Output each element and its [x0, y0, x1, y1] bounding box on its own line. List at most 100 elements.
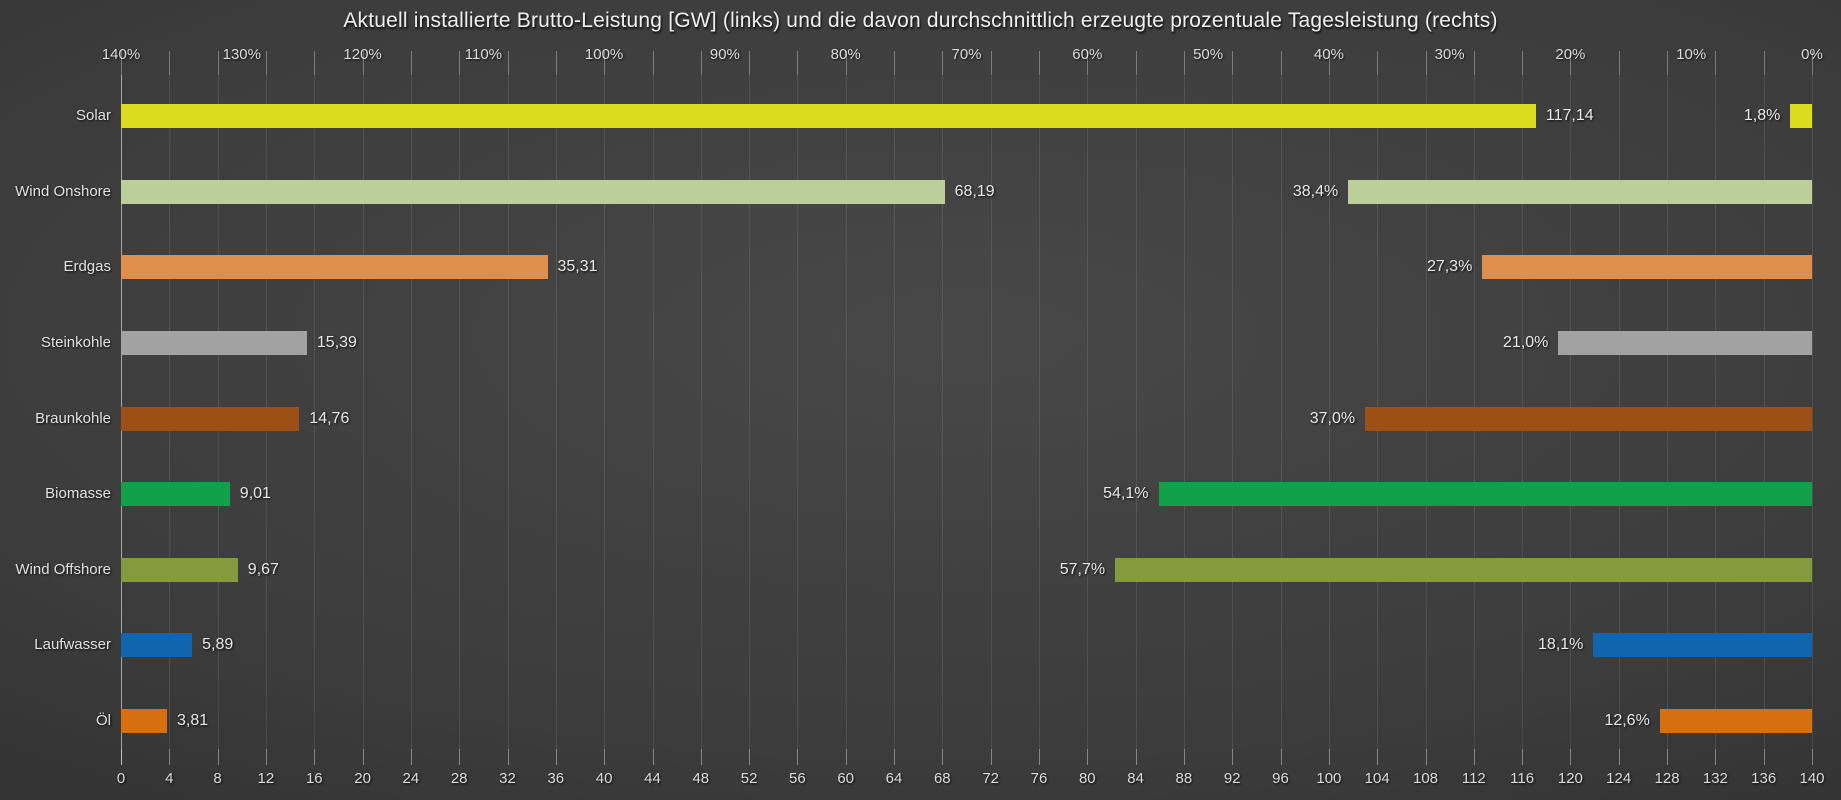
top-tick: [652, 51, 654, 75]
gridline: [1812, 75, 1813, 765]
gridline: [362, 75, 364, 765]
bar-right-steinkohle[interactable]: [1558, 330, 1812, 355]
bottom-tick: [1522, 749, 1524, 765]
bottom-tick: [1570, 749, 1572, 765]
top-tick: [1183, 51, 1185, 75]
gw-tick-label: 136: [1751, 770, 1777, 787]
bar-left-erdgas[interactable]: [121, 255, 548, 280]
category-label-braunkohle: Braunkohle: [35, 409, 111, 427]
bottom-tick: [555, 749, 557, 765]
bar-left-wind-offshore[interactable]: [121, 557, 238, 582]
percent-tick-label: 110%: [464, 46, 503, 63]
bottom-tick: [942, 749, 944, 765]
bottom-tick: [1135, 749, 1137, 765]
top-tick: [1763, 51, 1765, 75]
top-tick: [1087, 51, 1089, 75]
bar-left-laufwasser[interactable]: [121, 633, 193, 658]
bottom-tick: [700, 749, 702, 765]
category-label-steinkohle: Steinkohle: [40, 333, 111, 351]
gridline: [555, 75, 557, 765]
gridline: [797, 75, 799, 765]
percent-tick-label: 70%: [951, 46, 982, 63]
value-label-left-biomasse: 9,01: [239, 485, 271, 503]
bar-right-biomasse[interactable]: [1158, 482, 1812, 507]
gw-tick-label: 36: [547, 770, 565, 787]
gw-tick-label: 120: [1557, 770, 1583, 787]
gw-tick-label: 112: [1461, 770, 1486, 787]
top-tick: [604, 51, 606, 75]
gw-tick-label: 76: [1030, 770, 1048, 787]
bar-left-braunkohle[interactable]: [121, 406, 300, 431]
bar-right-erdgas[interactable]: [1482, 255, 1812, 280]
top-tick: [1667, 51, 1669, 75]
bottom-tick: [894, 749, 895, 765]
gridline: [700, 75, 702, 765]
bar-left-wind-onshore[interactable]: [121, 179, 945, 204]
gw-tick-label: 32: [499, 770, 516, 787]
category-label-wind-onshore: Wind Onshore: [15, 182, 111, 200]
gw-tick-label: 28: [450, 770, 468, 787]
gw-tick-label: 92: [1223, 770, 1241, 787]
value-label-left-steinkohle: 15,39: [316, 333, 357, 351]
bottom-tick: [1473, 749, 1475, 765]
bottom-tick: [265, 749, 267, 765]
top-tick: [362, 51, 364, 75]
bar-left-biomasse[interactable]: [121, 482, 230, 507]
top-tick: [990, 51, 992, 75]
gridline: [990, 75, 992, 765]
plot-area: 117,14 1,8% 68,19 38,4% 35,31 27,3% 15,39 21,0%…: [121, 51, 1813, 765]
bottom-tick: [990, 749, 992, 765]
bottom-tick: [362, 749, 364, 765]
gw-tick-label: 68: [933, 770, 951, 787]
bar-right-wind-offshore[interactable]: [1115, 557, 1812, 582]
bottom-tick: [1425, 749, 1427, 765]
top-tick: [1135, 51, 1137, 75]
percent-tick-label: 20%: [1555, 46, 1586, 63]
value-label-right-solar: 1,8%: [1743, 107, 1781, 124]
bar-right-laufwasser[interactable]: [1593, 633, 1812, 658]
bar-left-steinkohle[interactable]: [121, 330, 307, 355]
gw-tick-label: 64: [885, 770, 903, 787]
bottom-tick: [121, 749, 122, 765]
top-tick: [555, 51, 557, 75]
top-tick: [894, 51, 895, 75]
top-tick: [1522, 51, 1524, 75]
gw-tick-label: 104: [1364, 770, 1390, 787]
gw-tick-label: 96: [1272, 770, 1289, 787]
bottom-tick: [749, 749, 751, 765]
top-tick: [1618, 51, 1620, 75]
percent-tick-label: 140%: [101, 46, 141, 63]
top-tick: [797, 51, 799, 75]
bottom-tick: [652, 749, 654, 765]
gridline: [1328, 75, 1330, 765]
gridline: [1232, 75, 1234, 765]
gw-tick-label: 16: [305, 770, 323, 787]
gridline: [459, 75, 461, 765]
category-label-wind-offshore: Wind Offshore: [15, 560, 111, 578]
gw-tick-label: 48: [692, 770, 710, 787]
bar-right-braunkohle[interactable]: [1365, 406, 1812, 431]
percent-tick-label: 80%: [830, 46, 861, 63]
gridline: [314, 75, 316, 765]
gw-tick-label: 20: [354, 770, 371, 787]
value-label-right-wind-offshore: 57,7%: [1059, 560, 1106, 578]
bar-right-solar[interactable]: [1790, 104, 1812, 128]
bottom-tick: [1087, 749, 1089, 765]
gw-tick-label: 44: [644, 770, 661, 787]
bottom-tick: [169, 749, 171, 765]
bar-right-wind-onshore[interactable]: [1348, 179, 1812, 204]
value-label-right-laufwasser: 18,1%: [1538, 636, 1584, 654]
percent-tick-label: 100%: [584, 46, 624, 63]
bar-left-solar[interactable]: [121, 104, 1536, 128]
gw-tick-label: 8: [213, 770, 222, 787]
top-tick: [265, 51, 267, 75]
category-label-biomasse: Biomasse: [45, 485, 111, 503]
bar-right-ol[interactable]: [1659, 709, 1812, 733]
top-tick: [1232, 51, 1234, 75]
bottom-tick: [1183, 749, 1185, 765]
gridline: [410, 75, 412, 765]
value-label-left-braunkohle: 14,76: [309, 409, 350, 427]
bottom-tick: [507, 749, 509, 765]
bar-left-ol[interactable]: [121, 709, 167, 733]
gw-tick-label: 132: [1702, 770, 1728, 787]
